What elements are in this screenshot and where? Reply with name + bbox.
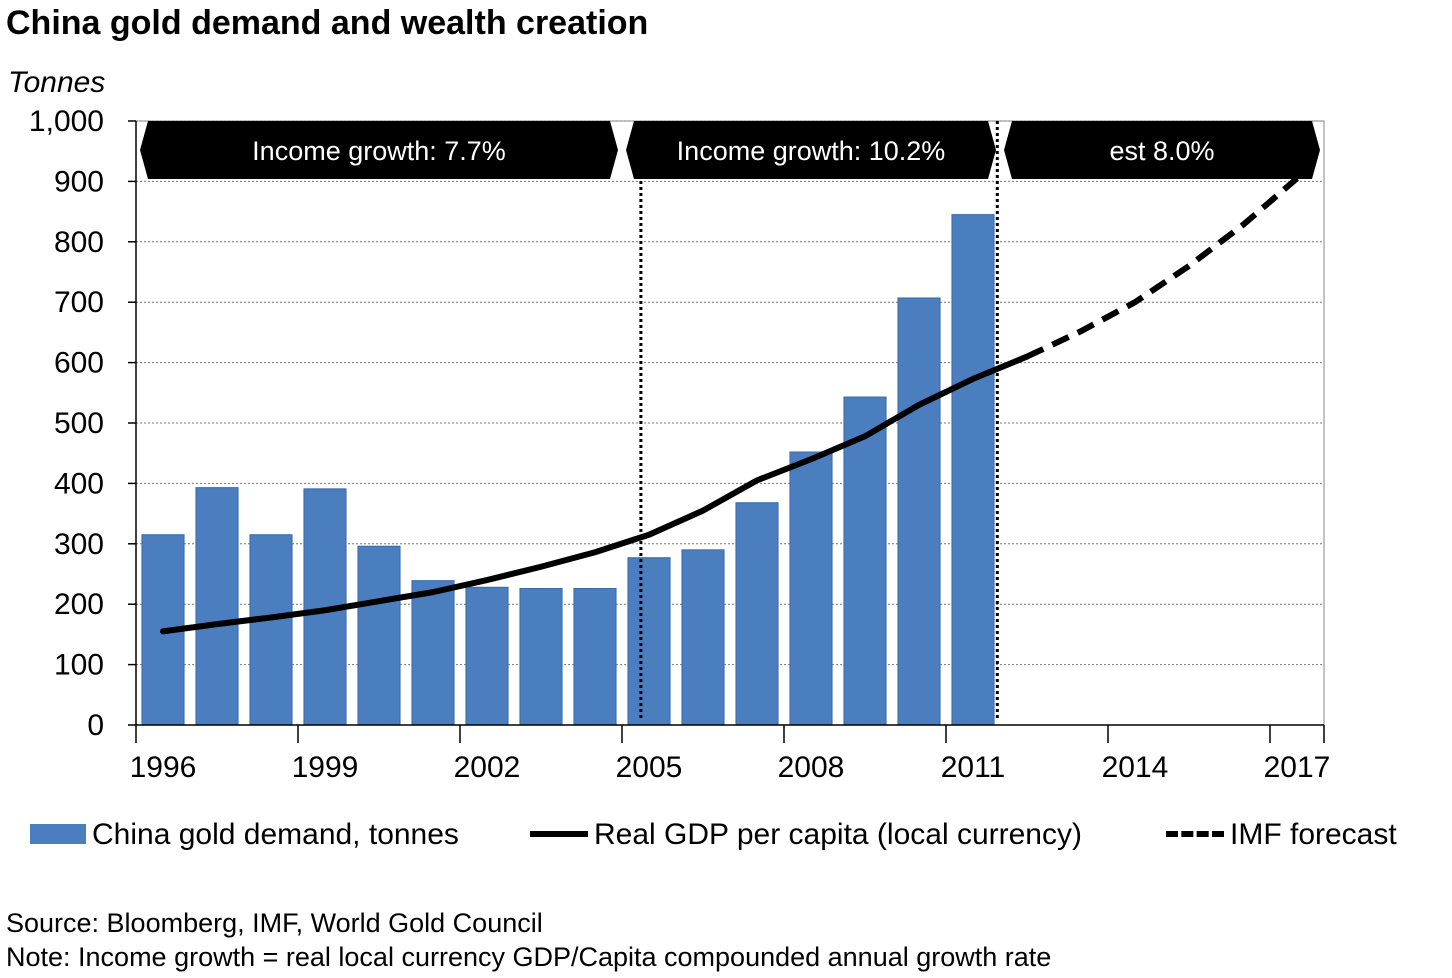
period-label: Income growth: 7.7%: [252, 136, 506, 166]
x-tick-label: 2011: [941, 751, 1006, 784]
bar-2009: [843, 396, 887, 726]
source-note: Source: Bloomberg, IMF, World Gold Counc…: [6, 908, 543, 938]
legend-label-forecast: IMF forecast: [1230, 818, 1397, 851]
bar-2008: [789, 451, 833, 726]
bar-2004: [573, 587, 617, 726]
period-label: est 8.0%: [1109, 136, 1214, 166]
bar-2011: [951, 214, 995, 726]
y-tick-label: 700: [54, 286, 104, 319]
y-tick-label: 900: [54, 165, 104, 198]
bar-2005: [627, 557, 671, 726]
bar-2001: [411, 580, 455, 726]
bar-1998: [249, 534, 293, 726]
y-axis-unit-label: Tonnes: [8, 66, 106, 99]
legend-label-gold-demand: China gold demand, tonnes: [92, 818, 459, 851]
y-tick-label: 600: [54, 347, 104, 380]
x-tick-label: 1996: [130, 751, 197, 784]
legend-swatch-line: [530, 831, 588, 838]
bar-2006: [681, 549, 725, 726]
legend-item-gdp: Real GDP per capita (local currency): [530, 815, 1082, 855]
bar-series: [141, 214, 995, 726]
period-banner: [626, 121, 996, 179]
period-label: Income growth: 10.2%: [677, 136, 946, 166]
x-tick-label: 2017: [1264, 751, 1331, 784]
footnote: Note: Income growth = real local currenc…: [6, 942, 1052, 972]
legend-label-gdp: Real GDP per capita (local currency): [594, 818, 1082, 851]
period-dividers: [639, 121, 999, 721]
x-tick-label: 2008: [778, 751, 845, 784]
gold-demand-chart: Income growth: 7.7% Income growth: 10.2% e…: [29, 105, 1330, 784]
y-tick-label: 500: [54, 407, 104, 440]
legend-item-forecast: IMF forecast: [1166, 815, 1397, 855]
y-tick-label: 1,000: [29, 105, 104, 138]
line-series: [160, 176, 1299, 635]
chart-title: China gold demand and wealth creation: [6, 4, 649, 42]
y-tick-label: 400: [54, 467, 104, 500]
x-tick-label: 1999: [292, 751, 359, 784]
bar-2002: [465, 586, 509, 726]
axes: 0 100 200 300 400 500 600 700 800 900 1,000 1996 199…: [29, 105, 1330, 784]
bar-2007: [735, 502, 779, 726]
bar-2000: [357, 545, 401, 726]
y-tick-label: 100: [54, 649, 104, 682]
x-tick-label: 2005: [616, 751, 683, 784]
legend-swatch-bar: [30, 824, 86, 845]
legend-item-gold-demand: China gold demand, tonnes: [30, 815, 459, 855]
bar-1997: [195, 487, 239, 726]
y-tick-label: 800: [54, 226, 104, 259]
bar-2003: [519, 587, 563, 726]
bar-2010: [897, 297, 941, 726]
imf-forecast-line: [1025, 176, 1299, 360]
period-banner: [140, 121, 618, 179]
y-tick-label: 300: [54, 528, 104, 561]
legend-swatch-dash: [1166, 831, 1224, 838]
period-banners: Income growth: 7.7% Income growth: 10.2% e…: [140, 121, 1320, 179]
x-tick-label: 2002: [454, 751, 521, 784]
x-tick-label: 2014: [1102, 751, 1169, 784]
y-tick-label: 200: [54, 588, 104, 621]
y-tick-label: 0: [87, 709, 104, 742]
period-banner: [1004, 121, 1320, 179]
